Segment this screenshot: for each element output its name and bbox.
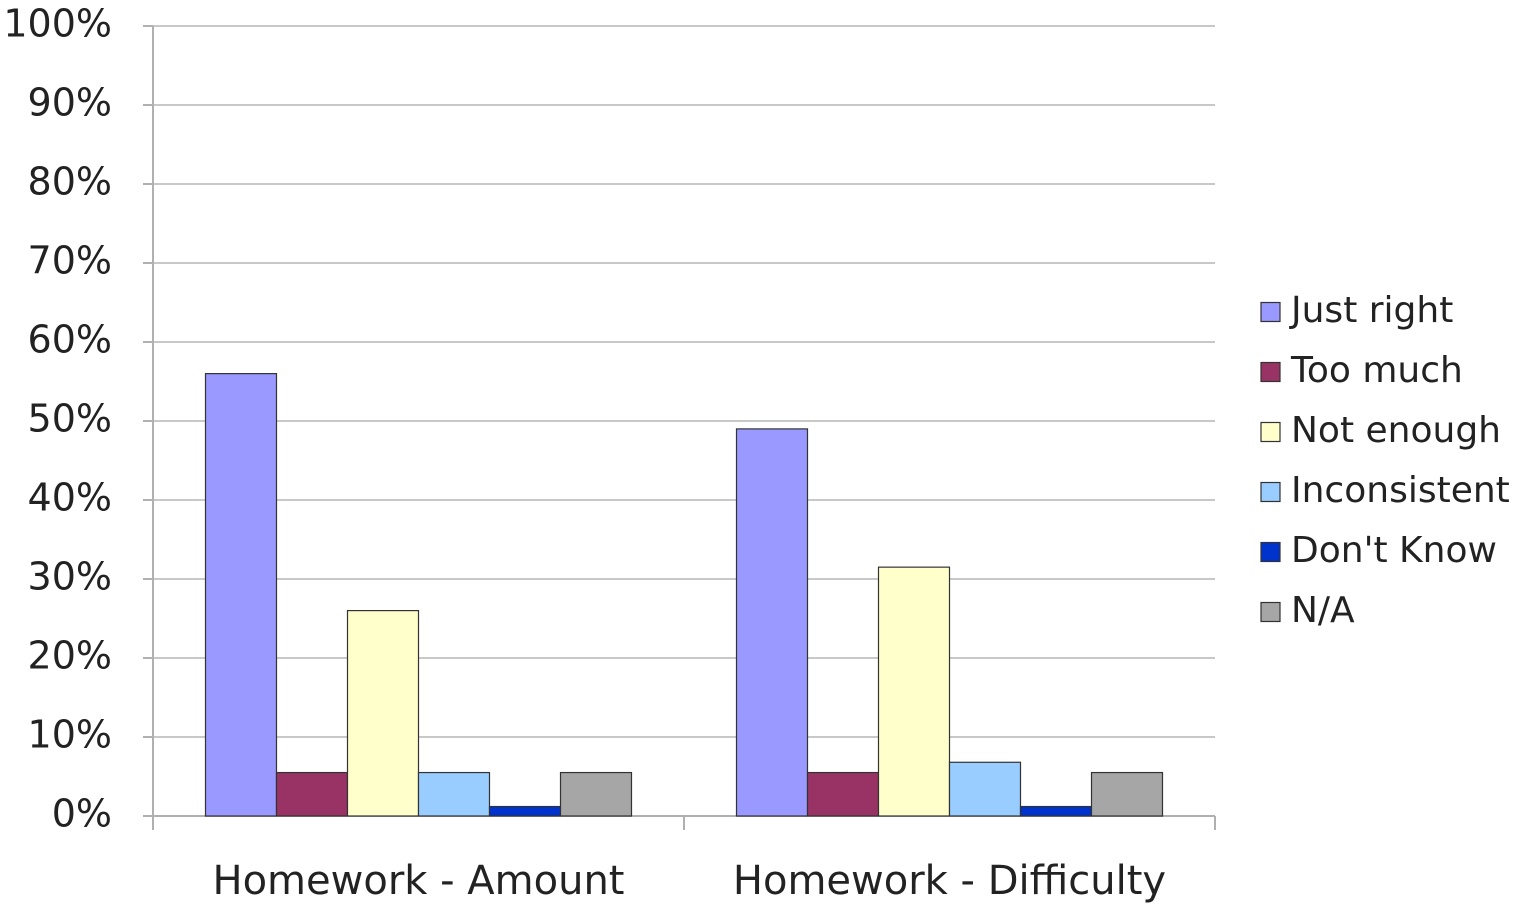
legend-swatch: [1260, 481, 1281, 503]
legend-label: Too much: [1290, 350, 1463, 391]
bar-too-much-1: [275, 771, 349, 817]
legend-swatch: [1260, 541, 1281, 563]
y-tick-label: 50%: [28, 397, 112, 441]
legend-swatch: [1260, 301, 1281, 323]
legend-label: Just right: [1289, 290, 1453, 331]
legend: Just right Too much Not enough Inconsistent…: [1260, 290, 1510, 631]
bar-just-right-1: [204, 373, 278, 817]
bar-just-right-2: [735, 428, 809, 817]
category-label: Homework - Amount: [213, 858, 625, 904]
bar-not-enough-2: [877, 566, 951, 817]
y-tick-label: 0%: [52, 792, 112, 836]
gridlines: [153, 25, 1215, 738]
legend-swatch: [1260, 421, 1281, 443]
y-tick-label: 10%: [28, 713, 112, 757]
bar-don-t-know-1: [488, 805, 562, 817]
y-tick-label: 40%: [28, 476, 112, 520]
category-label: Homework - Difficulty: [733, 858, 1166, 904]
bars: [204, 373, 1164, 817]
category-labels: Homework - Amount Homework - Difficulty: [213, 858, 1167, 904]
y-tick-label: 100%: [3, 2, 112, 46]
y-tick-label: 80%: [28, 160, 112, 204]
y-tick-label: 20%: [28, 634, 112, 678]
legend-label: Don't Know: [1291, 530, 1497, 571]
bar-n-a-2: [1090, 771, 1164, 817]
legend-label: Inconsistent: [1291, 470, 1510, 511]
y-tick-label: 70%: [28, 239, 112, 283]
y-tick-label: 60%: [28, 318, 112, 362]
bar-inconsistent-2: [948, 761, 1022, 817]
legend-swatch: [1260, 601, 1281, 623]
axes: [143, 25, 1216, 830]
legend-swatch: [1260, 361, 1281, 383]
bar-not-enough-1: [346, 609, 420, 817]
bar-too-much-2: [806, 771, 880, 817]
legend-label: N/A: [1291, 590, 1355, 631]
y-tick-label: 90%: [28, 81, 112, 125]
bar-inconsistent-1: [417, 771, 491, 817]
legend-label: Not enough: [1291, 410, 1501, 451]
y-tick-labels: 0% 10% 20% 30% 40% 50% 60% 70% 80% 90% 100%: [3, 2, 112, 836]
bar-don-t-know-2: [1019, 805, 1093, 817]
y-tick-label: 30%: [28, 555, 112, 599]
bar-n-a-1: [559, 771, 633, 817]
